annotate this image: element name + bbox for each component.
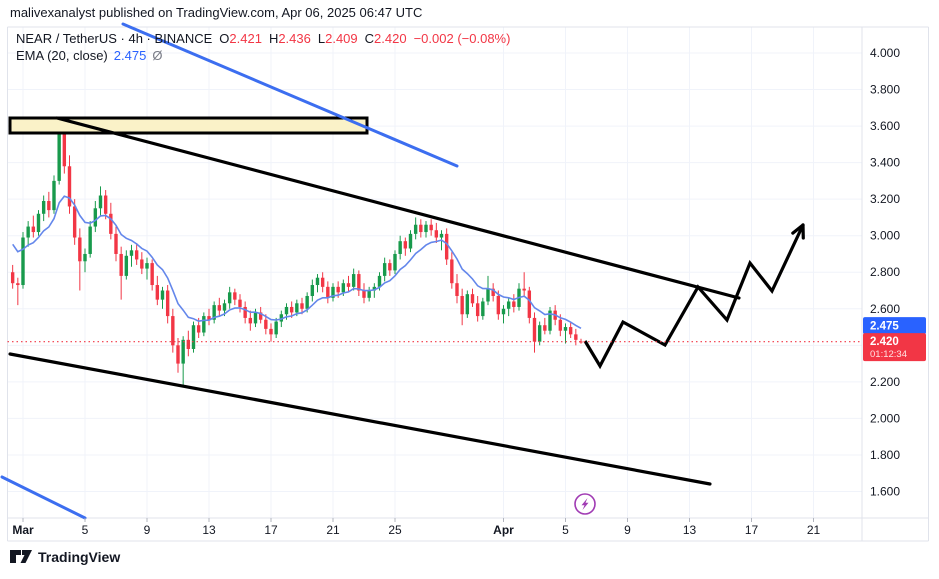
price-axis[interactable]: 4.000 3.800 3.600 3.400 3.200 3.000 2.800 2.600… — [863, 46, 926, 498]
time-tick-label: 13 — [202, 523, 216, 537]
tradingview-logo[interactable]: TradingView — [10, 549, 120, 565]
black-trendline-1[interactable] — [55, 116, 741, 300]
low-value: 2.409 — [325, 31, 358, 46]
time-tick-label: 21 — [807, 523, 821, 537]
time-tick-label: 17 — [745, 523, 759, 537]
blue-trendline-1[interactable] — [121, 22, 459, 168]
ema-legend[interactable]: EMA (20, close) 2.475 Ø — [16, 48, 162, 63]
svg-text:2.420: 2.420 — [870, 336, 899, 348]
analyst-drawings[interactable] — [0, 22, 805, 520]
symbol-legend[interactable]: NEAR / TetherUS · 4h · BINANCE O2.421 H2.4… — [16, 31, 510, 46]
price-tick-label: 2.600 — [870, 302, 900, 316]
price-tick-label: 3.600 — [870, 119, 900, 133]
open-value: 2.421 — [229, 31, 262, 46]
tradingview-logo-text: TradingView — [38, 549, 121, 565]
close-label: C — [364, 31, 375, 46]
ema-price-badge — [863, 317, 926, 335]
blue-trendline-2[interactable] — [0, 475, 87, 520]
price-tick-label: 1.800 — [870, 448, 900, 462]
grid — [7, 27, 862, 518]
price-tick-label: 1.600 — [870, 484, 900, 498]
ema-line — [12, 195, 582, 329]
price-tick-label: 3.000 — [870, 229, 900, 243]
bar-countdown: 01:12:34 — [870, 349, 907, 360]
price-tick-label: 2.000 — [870, 411, 900, 425]
time-tick-label: 9 — [144, 523, 151, 537]
ema-status-icon: Ø — [152, 48, 163, 63]
lightning-icon[interactable] — [574, 493, 596, 515]
time-axis[interactable]: Mar 5 9 13 17 21 25 Apr 5 9 13 17 21 — [12, 518, 820, 537]
time-tick-label: 25 — [388, 523, 402, 537]
price-tick-label: 3.200 — [870, 192, 900, 206]
chart-frame — [7, 26, 929, 542]
time-tick-label: 21 — [326, 523, 340, 537]
close-value: 2.420 — [374, 31, 407, 46]
black-trendline-2[interactable] — [8, 352, 712, 486]
svg-text:2.475: 2.475 — [870, 321, 899, 333]
price-tick-label: 3.800 — [870, 83, 900, 97]
price-tick-label: 4.000 — [870, 46, 900, 60]
projection-zigzag-arrow[interactable] — [583, 224, 805, 370]
last-price-badge — [863, 333, 926, 362]
tradingview-logo-icon — [10, 550, 32, 563]
high-value: 2.436 — [278, 31, 311, 46]
symbol-title: NEAR / TetherUS · 4h · BINANCE — [16, 31, 213, 46]
ema-label: EMA (20, close) — [16, 48, 108, 63]
time-tick-label: 17 — [264, 523, 278, 537]
time-tick-label: Apr — [493, 523, 514, 537]
attribution-text: malivexanalyst published on TradingView.… — [10, 5, 423, 20]
time-tick-label: 5 — [82, 523, 89, 537]
low-label: L — [317, 31, 326, 46]
time-tick-label: 5 — [562, 523, 569, 537]
price-tick-label: 3.400 — [870, 156, 900, 170]
candlestick-series — [10, 120, 583, 388]
high-label: H — [268, 31, 279, 46]
time-tick-label: Mar — [12, 523, 34, 537]
time-tick-label: 13 — [683, 523, 697, 537]
change-value: −0.002 (−0.08%) — [413, 31, 511, 46]
open-label: O — [219, 31, 230, 46]
ema-value: 2.475 — [113, 48, 147, 63]
price-tick-label: 2.200 — [870, 375, 900, 389]
time-tick-label: 9 — [624, 523, 631, 537]
price-tick-label: 2.800 — [870, 265, 900, 279]
